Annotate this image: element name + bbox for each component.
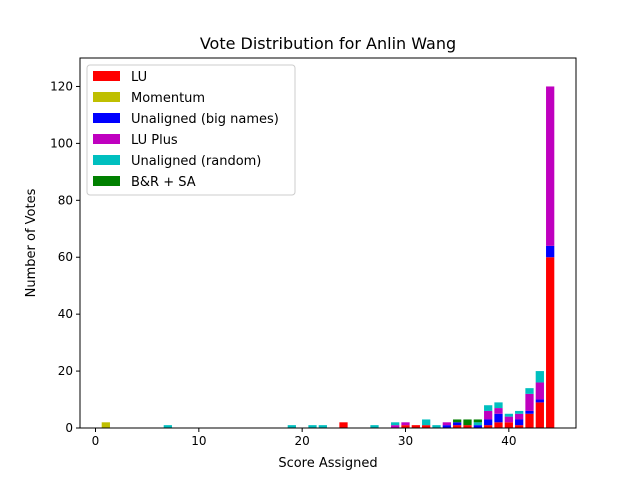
bar [504,413,513,417]
y-tick-label: 120 [50,79,73,93]
bar [546,86,555,246]
bar [473,422,482,426]
bar [453,422,462,426]
bar [463,419,472,426]
bar [494,422,503,428]
bar [515,425,524,428]
y-axis-label: Number of Votes [24,188,39,297]
bar [535,382,544,400]
bar [504,416,513,423]
bar [535,402,544,428]
bar [422,425,431,428]
bar [339,422,348,428]
bar [370,425,379,428]
legend-swatch [93,71,120,81]
bar [494,408,503,414]
bar [494,402,503,409]
bar [525,393,534,411]
legend-label: Unaligned (big names) [131,112,279,127]
bar [287,425,296,428]
bars [101,86,555,428]
bar [432,425,441,428]
bar [442,422,451,426]
bar [546,257,555,428]
x-axis-label: Score Assigned [278,456,377,471]
x-tick-label: 40 [501,434,516,448]
y-tick-label: 0 [65,421,73,435]
legend-swatch [93,176,120,186]
bar [391,422,400,426]
bar [422,419,431,426]
bar [442,425,451,428]
bar [308,425,317,428]
bar [391,425,400,428]
bar [473,425,482,428]
bar [484,410,493,420]
bar [463,425,472,428]
legend-label: B&R + SA [131,175,196,190]
legend-frame [86,64,296,196]
bar [163,425,172,428]
legend: LU Momentum Unaligned (big names) LU Plus Un… [86,64,296,196]
bar [515,413,524,420]
bar [525,410,534,414]
bar [525,413,534,428]
legend-label: LU Plus [131,133,178,148]
bar [515,419,524,426]
bar [453,425,462,428]
legend-swatch [93,113,120,123]
bar [494,413,503,423]
bar [411,425,420,428]
legend-label: Unaligned (random) [131,154,261,169]
legend-swatch [93,134,120,144]
bar [535,371,544,383]
bar [453,419,462,423]
bar [535,399,544,403]
y-axis-ticks: 0 20 40 60 80 100 120 [50,79,80,435]
legend-swatch [93,155,120,165]
bar [484,419,493,426]
x-tick-label: 20 [295,434,310,448]
legend-label: LU [131,70,147,85]
bar [401,422,410,426]
legend-swatch [93,92,120,102]
bar [401,425,410,428]
bar [473,419,482,423]
bar [504,422,513,428]
x-tick-label: 30 [398,434,413,448]
x-tick-label: 0 [92,434,100,448]
legend-label: Momentum [131,91,205,106]
plot-frame [79,57,577,429]
x-tick-label: 10 [191,434,206,448]
bar [515,410,524,414]
bar [484,425,493,428]
y-tick-label: 40 [58,307,73,321]
x-axis-ticks: 0 10 20 30 40 [92,428,516,448]
bar [546,245,555,258]
y-tick-label: 100 [50,136,73,150]
y-tick-label: 20 [58,364,73,378]
bar [101,422,110,428]
bar [484,405,493,411]
bar [318,425,327,428]
bar [525,388,534,394]
y-tick-label: 80 [58,193,73,207]
y-tick-label: 60 [58,250,73,264]
chart-title: Vote Distribution for Anlin Wang [200,34,456,53]
